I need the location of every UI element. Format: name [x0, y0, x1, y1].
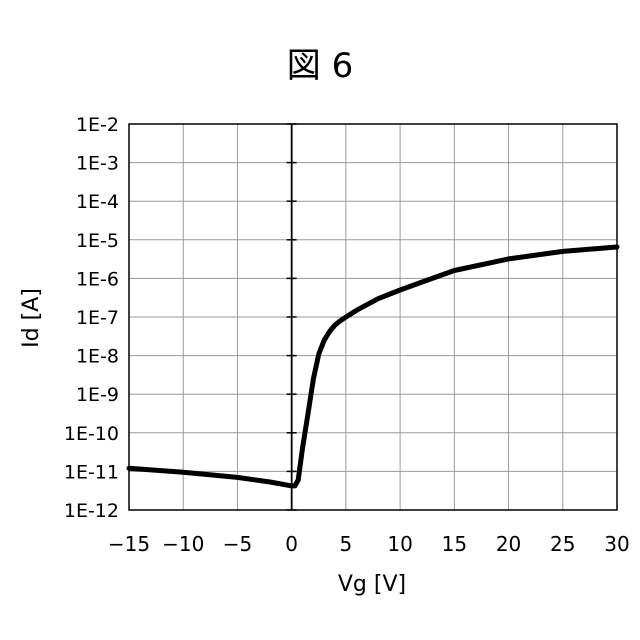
x-tick-label: 5 [340, 532, 353, 556]
series-line-id [129, 247, 617, 486]
y-tick-label: 1E-9 [76, 384, 119, 406]
x-tick-label: 0 [285, 532, 298, 556]
x-tick-label: −10 [162, 532, 204, 556]
y-tick-label: 1E-10 [64, 423, 119, 445]
y-tick-label: 1E-12 [64, 500, 119, 522]
y-tick-label: 1E-4 [76, 191, 119, 213]
x-tick-label: 20 [496, 532, 521, 556]
grid-lines [129, 124, 617, 510]
y-axis-label: Id [A] [19, 288, 44, 348]
y-tick-label: 1E-7 [76, 307, 119, 329]
x-tick-label: −5 [223, 532, 252, 556]
y-tick-label: 1E-8 [76, 346, 119, 368]
x-axis-label: Vg [V] [338, 572, 406, 597]
y-tick-label: 1E-2 [76, 114, 119, 136]
x-tick-label: 15 [442, 532, 467, 556]
x-tick-label: −15 [108, 532, 150, 556]
y-tick-label: 1E-5 [76, 230, 119, 252]
y-tick-label: 1E-6 [76, 268, 119, 290]
y-tick-label: 1E-11 [64, 461, 119, 483]
x-tick-label: 30 [604, 532, 629, 556]
x-tick-label: 25 [550, 532, 575, 556]
x-tick-label: 10 [387, 532, 412, 556]
y-tick-label: 1E-3 [76, 153, 119, 175]
tick-labels: −15 −10 −5 0 5 10 15 20 25 30 1E-12 1E-11 1E-10 1E-9 1… [64, 114, 630, 556]
series-group [129, 247, 617, 486]
